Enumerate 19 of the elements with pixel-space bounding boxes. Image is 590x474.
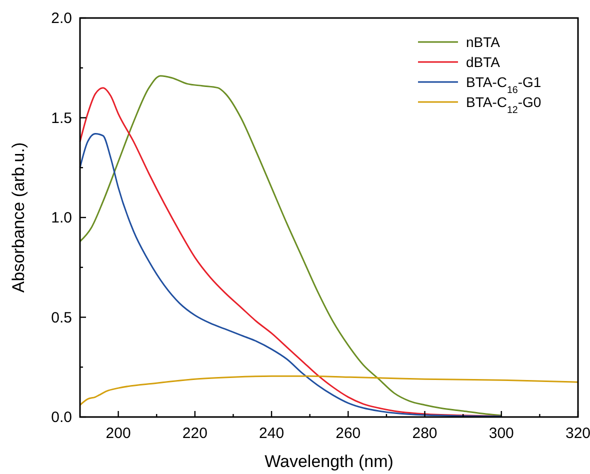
x-axis-title: Wavelength (nm) [264,452,394,471]
line-series [79,375,579,406]
y-tick-label: 2.0 [51,10,72,27]
x-tick-label: 320 [565,425,590,442]
legend-label: BTA-C$_{12}$-G0 [466,94,542,116]
x-tick-label: 280 [412,425,438,442]
y-axis-title: Absorbance (arb.u.) [9,142,28,293]
y-tick-label: 1.5 [51,110,72,127]
legend-label: dBTA [466,54,501,70]
y-tick-label: 0.0 [51,409,72,426]
x-tick-label: 200 [106,425,131,442]
x-tick-label: 240 [259,425,284,442]
x-tick-label: 260 [336,425,361,442]
y-tick-label: 1.0 [51,210,72,226]
legend-label: BTA-C$_{16}$-G1 [466,74,542,96]
x-tick-label: 220 [182,425,208,442]
legend-label: nBTA [466,34,501,50]
x-tick-label: 300 [488,425,514,442]
y-tick-label: 0.5 [51,309,72,326]
